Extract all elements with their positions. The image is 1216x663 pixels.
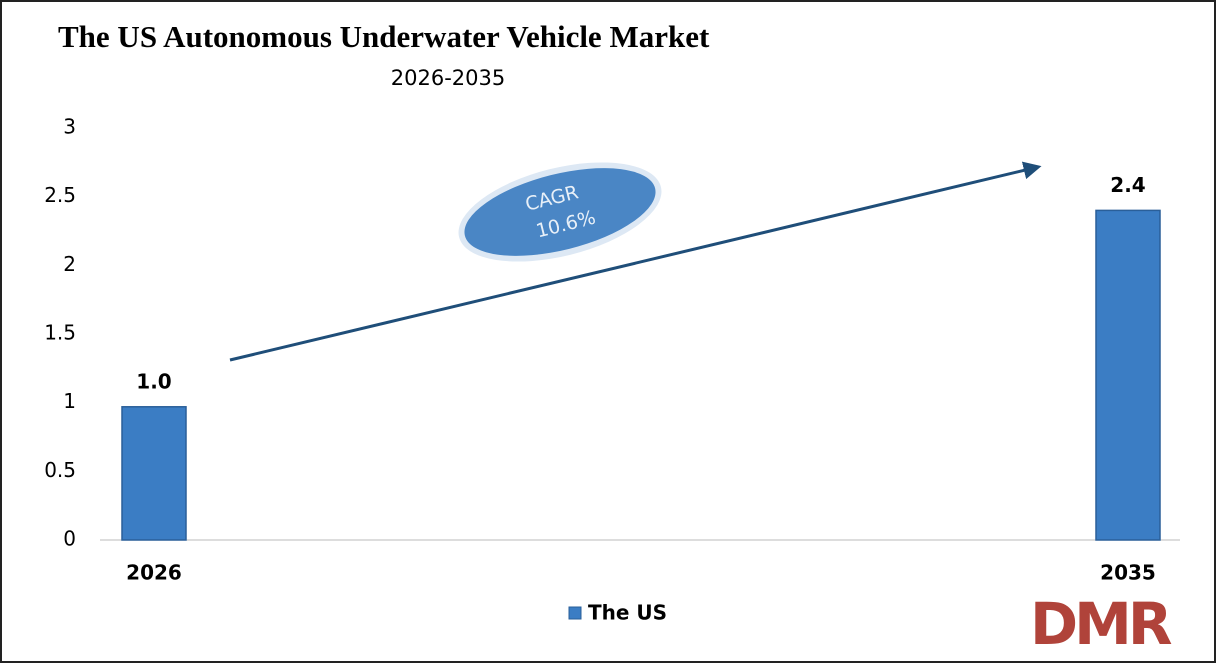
value-label: 1.0 xyxy=(136,369,171,393)
logo: DMR xyxy=(1030,590,1176,658)
y-tick-label: 3 xyxy=(63,115,76,139)
x-tick-label: 2035 xyxy=(1100,561,1156,585)
cagr-arrow xyxy=(229,161,1042,362)
x-tick-label: 2026 xyxy=(126,561,182,585)
logo-text: DMR xyxy=(1030,590,1172,658)
y-tick-label: 0 xyxy=(63,527,76,551)
cagr-ellipse xyxy=(464,168,656,256)
y-tick-label: 2 xyxy=(63,252,76,276)
y-tick-label: 1.5 xyxy=(44,321,76,345)
y-tick-label: 1 xyxy=(63,389,76,413)
value-label: 2.4 xyxy=(1110,173,1145,197)
legend-label: The US xyxy=(588,601,667,625)
bar xyxy=(121,406,187,541)
chart-subtitle: 2026-2035 xyxy=(391,66,505,90)
cagr-badge xyxy=(458,162,662,262)
y-tick-label: 0.5 xyxy=(44,458,76,482)
bar xyxy=(1095,209,1161,541)
legend-swatch xyxy=(568,606,582,620)
y-tick-label: 2.5 xyxy=(44,183,76,207)
chart-title: The US Autonomous Underwater Vehicle Mar… xyxy=(58,19,710,54)
